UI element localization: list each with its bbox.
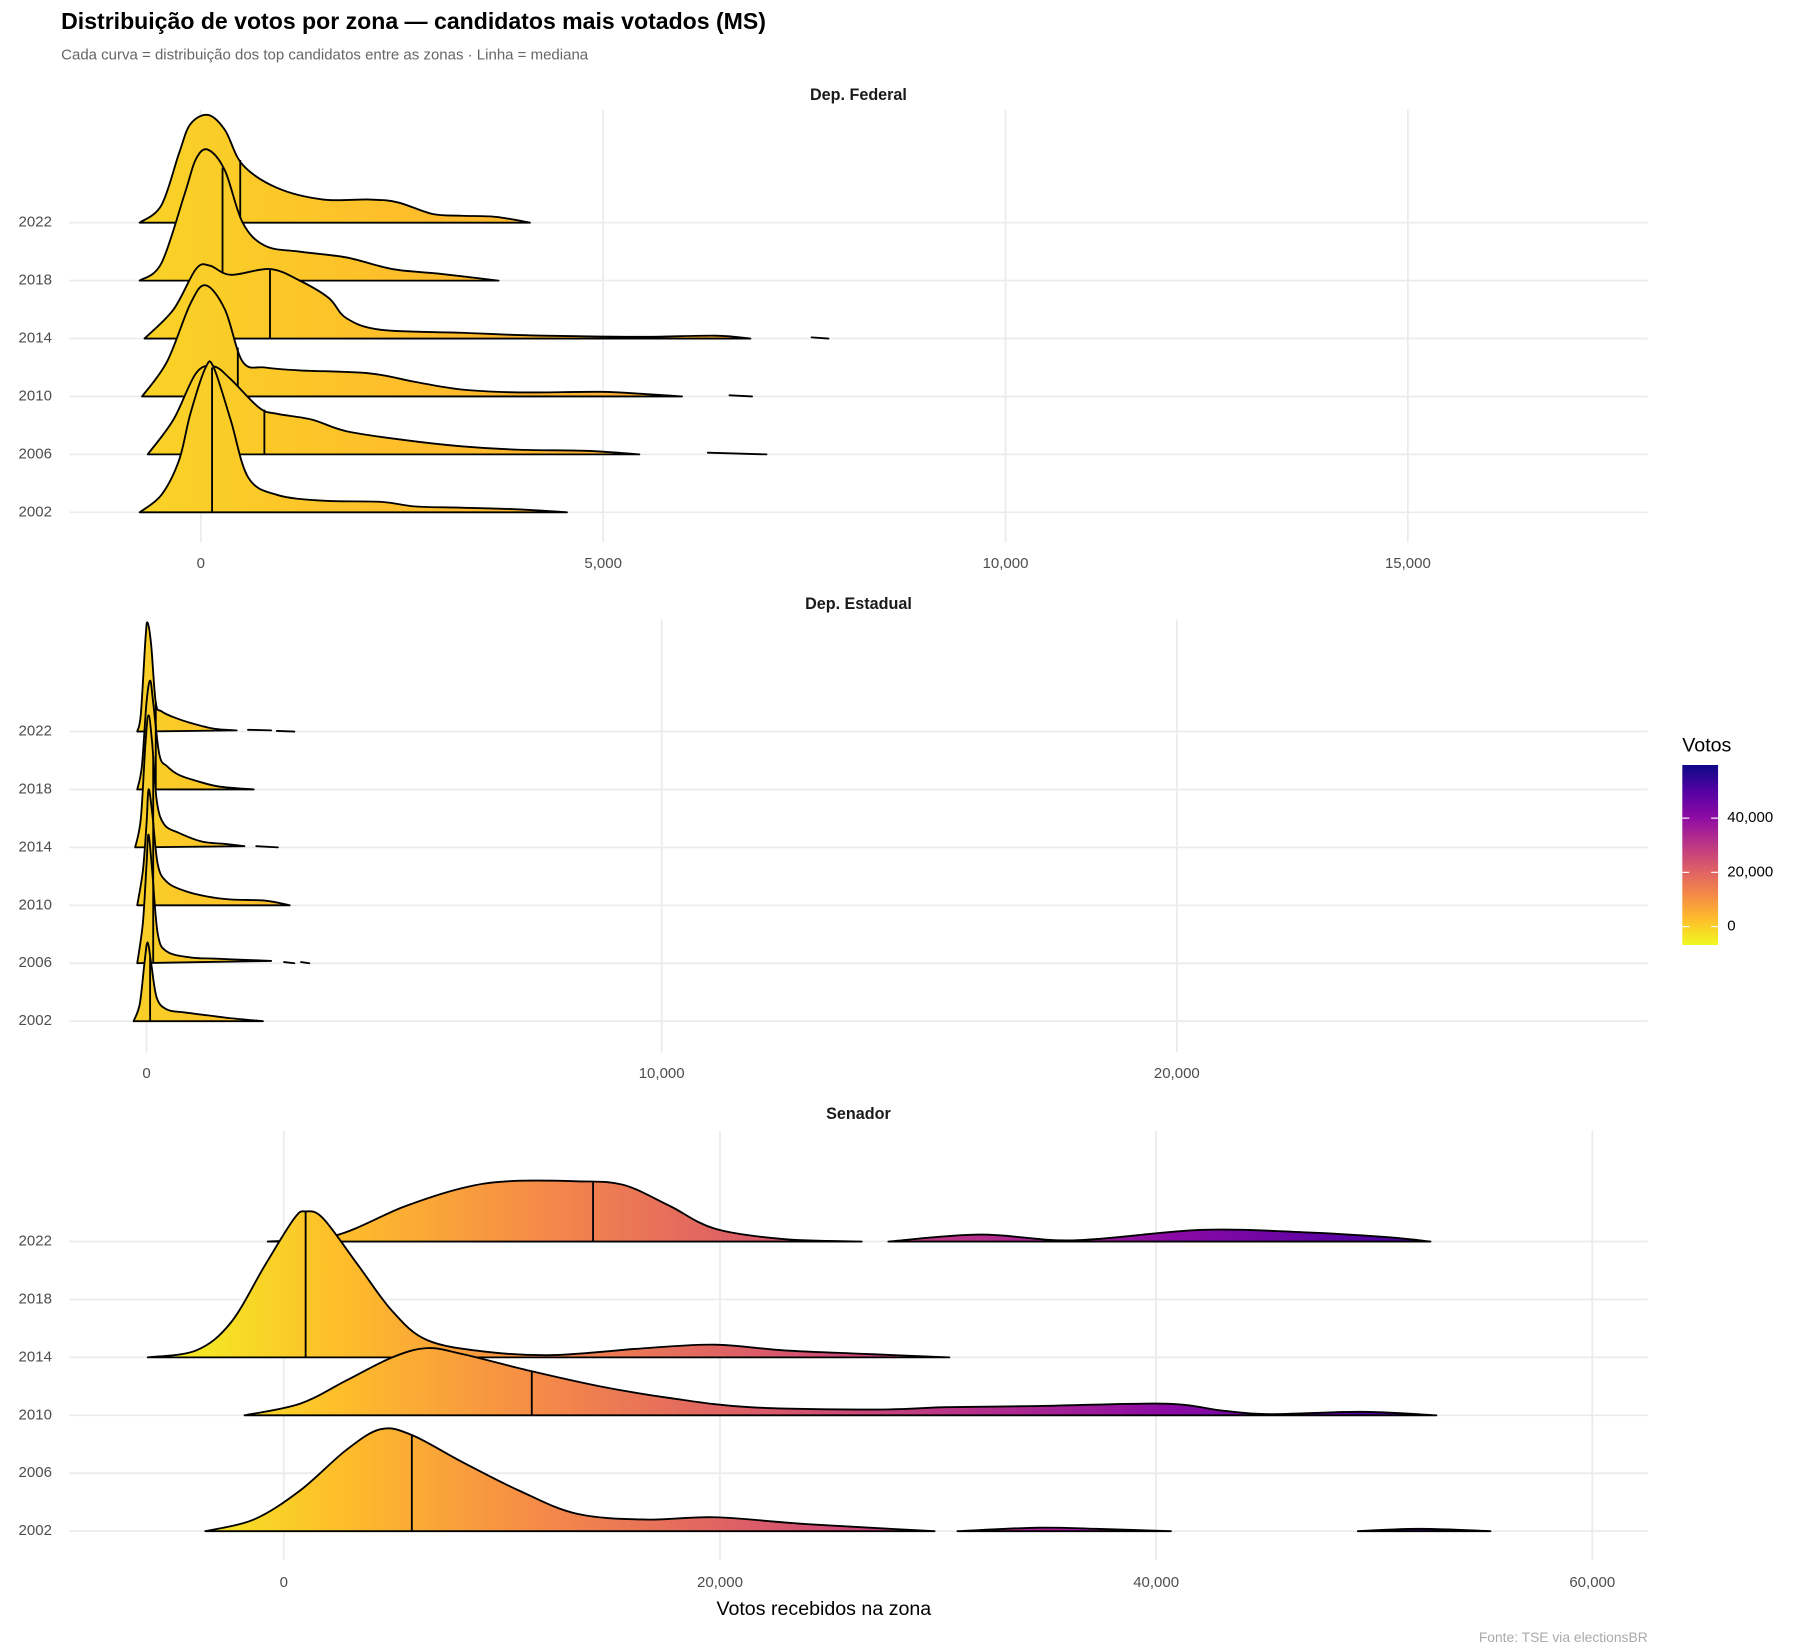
legend-title: Votos: [1682, 735, 1731, 757]
x-tick-label: 0: [142, 1065, 150, 1082]
ridge: [266, 1179, 1432, 1243]
facet-title: Senador: [826, 1105, 891, 1123]
y-tick-label: 2022: [19, 1233, 52, 1250]
y-tick-label: 2014: [19, 330, 52, 347]
y-tick-label: 2014: [19, 1348, 52, 1365]
x-tick-label: 0: [280, 1574, 288, 1591]
ridge: [243, 1347, 1438, 1417]
x-tick-label: 10,000: [639, 1065, 685, 1082]
x-tick-label: 20,000: [697, 1574, 743, 1591]
y-tick-label: 2006: [19, 1464, 52, 1481]
y-tick-label: 2022: [19, 723, 52, 740]
facet-title: Dep. Estadual: [805, 595, 912, 613]
y-tick-label: 2018: [19, 1290, 52, 1307]
x-tick-label: 10,000: [983, 555, 1029, 572]
facet-title: Dep. Federal: [810, 86, 907, 104]
legend-tick-label: 20,000: [1727, 863, 1773, 880]
y-tick-label: 2006: [19, 445, 52, 462]
x-tick-label: 15,000: [1385, 555, 1431, 572]
y-tick-label: 2014: [19, 838, 52, 855]
y-tick-label: 2010: [19, 896, 52, 913]
chart-title: Distribuição de votos por zona — candida…: [61, 8, 766, 34]
y-tick-label: 2010: [19, 387, 52, 404]
ridge: [204, 1427, 1492, 1533]
x-tick-label: 0: [197, 555, 205, 572]
y-tick-label: 2002: [19, 503, 52, 520]
ridge: [146, 364, 768, 456]
x-tick-label: 40,000: [1133, 1574, 1179, 1591]
y-tick-label: 2006: [19, 954, 52, 971]
y-tick-label: 2002: [19, 1012, 52, 1029]
x-tick-label: 20,000: [1154, 1065, 1200, 1082]
x-tick-label: 5,000: [584, 555, 622, 572]
ridge: [136, 833, 311, 965]
ridge: [138, 360, 568, 514]
chart-subtitle: Cada curva = distribuição dos top candid…: [61, 46, 589, 63]
legend-tick-label: 0: [1727, 918, 1735, 935]
ridge: [143, 263, 830, 340]
ridge: [146, 1210, 951, 1359]
y-tick-label: 2022: [19, 214, 52, 231]
y-tick-label: 2010: [19, 1406, 52, 1423]
legend-tick-label: 40,000: [1727, 809, 1773, 826]
ridge: [138, 113, 531, 224]
caption: Fonte: TSE via electionsBR: [1479, 1629, 1648, 1645]
y-tick-label: 2018: [19, 272, 52, 289]
ridge: [132, 941, 264, 1023]
color-bar: [1682, 765, 1719, 945]
ridge: [138, 148, 500, 282]
x-axis-label: Votos recebidos na zona: [716, 1598, 931, 1620]
x-tick-label: 60,000: [1569, 1574, 1615, 1591]
y-tick-label: 2002: [19, 1522, 52, 1539]
y-tick-label: 2018: [19, 780, 52, 797]
